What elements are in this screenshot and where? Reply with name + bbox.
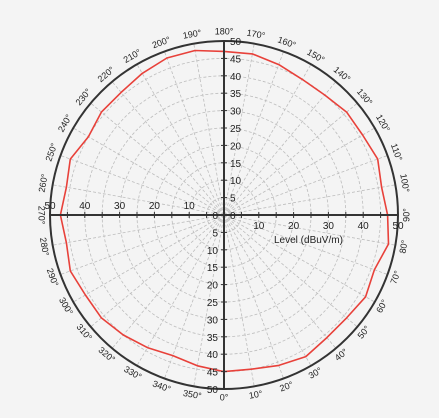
grid-spoke (223, 102, 358, 216)
angle-tick-label: 100° (398, 173, 411, 193)
grid-spoke (223, 214, 337, 349)
radial-tick-label: 5 (212, 228, 218, 239)
grid-spoke (223, 214, 255, 387)
radial-tick-label: 35 (230, 89, 242, 100)
radial-tick-label: 30 (230, 107, 242, 118)
grid-spoke (52, 184, 225, 216)
radial-tick-label: 10 (253, 221, 265, 232)
grid-spoke (223, 214, 396, 246)
grid-spoke (164, 214, 225, 379)
grid-spoke (193, 214, 225, 387)
angle-tick-label: 320° (96, 345, 117, 365)
angle-tick-label: 350° (182, 388, 202, 401)
radial-tick-label: 35 (207, 333, 219, 344)
radial-tick-label: 0 (212, 211, 218, 222)
angle-tick-label: 180° (215, 26, 234, 36)
radial-tick-label: 20 (288, 221, 300, 232)
grid-spoke (90, 214, 225, 328)
angle-tick-label: 0° (220, 392, 229, 402)
grid-spoke (164, 51, 225, 216)
radial-tick-label: 40 (207, 350, 219, 361)
grid-spoke (52, 214, 225, 246)
radial-tick-label: 15 (207, 263, 219, 274)
grid-spoke (223, 51, 284, 216)
radial-tick-label: 50 (207, 385, 219, 396)
grid-spoke (193, 43, 225, 216)
radial-tick-label: 10 (207, 246, 219, 257)
radial-tick-label: 50 (230, 37, 242, 48)
grid-spoke (136, 64, 225, 216)
angle-tick-label: 20° (278, 379, 295, 393)
grid-spoke (223, 81, 337, 216)
angle-tick-label: 200° (151, 34, 172, 50)
radial-tick-label: 20 (207, 281, 219, 292)
radial-tick-label: 40 (79, 201, 91, 212)
angle-tick-label: 270° (37, 206, 47, 225)
angle-tick-label: 250° (44, 141, 60, 162)
grid-spoke (223, 214, 358, 328)
axis-layer (49, 40, 399, 390)
grid-spoke (111, 214, 225, 349)
angle-tick-label: 10° (248, 388, 264, 400)
grid-spoke (223, 64, 312, 216)
grid-spoke (73, 214, 225, 303)
grid-spoke (223, 127, 375, 216)
angle-tick-label: 90° (401, 208, 411, 222)
radial-tick-label: 15 (230, 159, 242, 170)
grid-spoke (60, 155, 225, 216)
radial-tick-label: 30 (207, 315, 219, 326)
radial-tick-label: 25 (207, 298, 219, 309)
grid-spoke (223, 214, 375, 303)
grid-spoke (60, 214, 225, 275)
grid-spoke (223, 155, 388, 216)
grid-spoke (90, 102, 225, 216)
radial-tick-label: 30 (323, 221, 335, 232)
radial-tick-label: 50 (44, 201, 56, 212)
grid-spoke (136, 214, 225, 366)
radial-tick-label: 5 (230, 194, 236, 205)
grid-spoke (111, 81, 225, 216)
grid-spoke (73, 127, 225, 216)
radial-tick-label: 0 (230, 211, 236, 222)
radial-tick-label: 25 (230, 124, 242, 135)
angle-tick-label: 110° (389, 142, 405, 163)
angle-tick-label: 160° (276, 35, 297, 51)
angle-tick-label: 260° (37, 173, 50, 193)
angle-tick-label: 310° (74, 322, 94, 343)
radial-tick-label: 40 (230, 72, 242, 83)
grid-spoke (223, 184, 396, 216)
radial-tick-label: 45 (207, 368, 219, 379)
radial-tick-label: 30 (114, 201, 126, 212)
radial-tick-label: 10 (230, 176, 242, 187)
grid-spoke (223, 214, 388, 275)
radial-tick-label: 45 (230, 54, 242, 65)
angle-tick-label: 280° (38, 237, 51, 257)
angle-tick-label: 80° (397, 239, 409, 255)
radial-axis-label: Level (dBuV/m) (274, 235, 343, 246)
angle-tick-label: 70° (388, 269, 402, 286)
angle-tick-label: 170° (246, 28, 266, 41)
grid-spoke (223, 214, 312, 366)
radial-tick-label: 20 (149, 201, 161, 212)
radial-tick-label: 50 (392, 221, 404, 232)
radial-tick-label: 10 (184, 201, 196, 212)
radial-tick-label: 40 (358, 221, 370, 232)
radial-tick-label: 20 (230, 141, 242, 152)
angle-tick-label: 190° (182, 28, 202, 41)
grid-spoke (223, 214, 284, 379)
grid-spoke (223, 43, 255, 216)
